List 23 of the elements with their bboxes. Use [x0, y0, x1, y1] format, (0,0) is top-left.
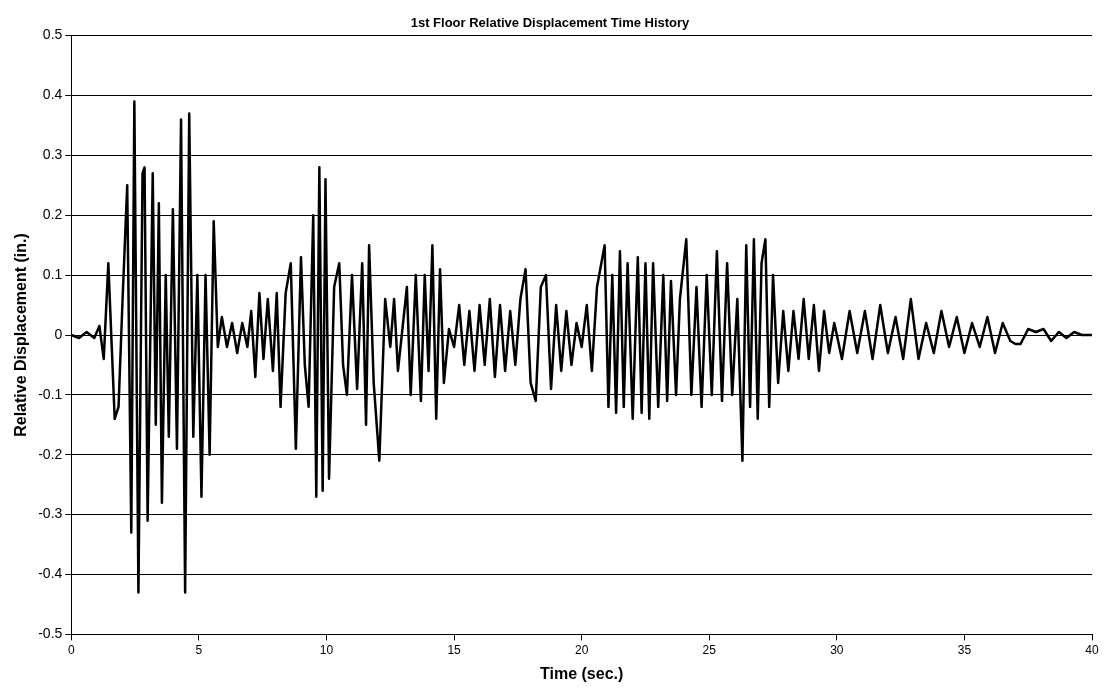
y-tick-label: 0.3 — [42, 146, 63, 163]
x-tick-label: 35 — [957, 642, 972, 657]
y-tick-label: 0.4 — [42, 86, 63, 103]
x-tick-label: 10 — [319, 642, 334, 657]
x-tick-label: 30 — [830, 642, 844, 657]
x-tick-label: 20 — [574, 642, 589, 657]
x-axis-title: Time (sec.) — [540, 664, 624, 682]
x-tick-label: 5 — [195, 642, 203, 657]
x-tick-label: 40 — [1085, 642, 1099, 657]
chart-title: 1st Floor Relative Displacement Time History — [410, 15, 691, 31]
x-tick-label: 25 — [702, 642, 717, 657]
y-tick-label: 0.5 — [42, 26, 63, 43]
y-tick-label: -0.3 — [38, 505, 63, 522]
x-tick-label: 15 — [447, 642, 462, 657]
y-tick-label: 0.1 — [42, 265, 63, 282]
y-tick-label: -0.2 — [38, 445, 63, 462]
y-tick-label: 0 — [54, 325, 63, 342]
y-tick-label: 0.2 — [42, 206, 63, 223]
y-tick-label: -0.5 — [38, 625, 63, 642]
y-tick-label: -0.1 — [38, 385, 63, 402]
x-tick-label: 0 — [67, 642, 75, 657]
y-axis-title: Relative Displacement (in.) — [12, 233, 30, 437]
y-tick-label: -0.4 — [38, 565, 63, 582]
